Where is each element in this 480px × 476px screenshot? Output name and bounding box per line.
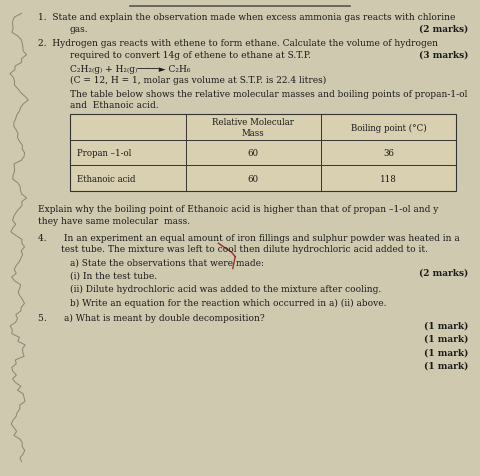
Text: C₂H₂₍ɡ₎ + H₂₍ɡ₎────► C₂H₆: C₂H₂₍ɡ₎ + H₂₍ɡ₎────► C₂H₆ [70, 65, 190, 74]
Text: 36: 36 [383, 149, 394, 158]
Text: (1 mark): (1 mark) [424, 321, 468, 330]
Text: (C = 12, H = 1, molar gas volume at S.T.P. is 22.4 litres): (C = 12, H = 1, molar gas volume at S.T.… [70, 76, 326, 85]
Text: Ethanoic acid: Ethanoic acid [77, 174, 135, 183]
Text: 4.      In an experiment an equal amount of iron fillings and sulphur powder was: 4. In an experiment an equal amount of i… [38, 233, 460, 242]
Text: they have same molecular  mass.: they have same molecular mass. [38, 216, 191, 225]
Text: 60: 60 [248, 174, 259, 183]
Text: The table below shows the relative molecular masses and boiling points of propan: The table below shows the relative molec… [70, 89, 467, 99]
Bar [70, 115, 456, 191]
Text: (1 mark): (1 mark) [424, 361, 468, 370]
Text: 60: 60 [248, 149, 259, 158]
Text: Boiling point (°C): Boiling point (°C) [350, 123, 426, 132]
Text: (3 marks): (3 marks) [419, 50, 468, 60]
Text: b) Write an equation for the reaction which occurred in a) (ii) above.: b) Write an equation for the reaction wh… [70, 298, 386, 307]
Text: 1.  State and explain the observation made when excess ammonia gas reacts with c: 1. State and explain the observation mad… [38, 13, 456, 22]
Text: (1 mark): (1 mark) [424, 334, 468, 343]
Text: a) State the observations that were made:: a) State the observations that were made… [70, 258, 264, 267]
Text: 2.  Hydrogen gas reacts with ethene to form ethane. Calculate the volume of hydr: 2. Hydrogen gas reacts with ethene to fo… [38, 39, 438, 48]
Text: (2 marks): (2 marks) [419, 25, 468, 34]
Text: (i) In the test tube.: (i) In the test tube. [70, 271, 157, 280]
Text: and  Ethanoic acid.: and Ethanoic acid. [70, 101, 158, 110]
Text: (ii) Dilute hydrochloric acid was added to the mixture after cooling.: (ii) Dilute hydrochloric acid was added … [70, 285, 381, 294]
Bar [70, 115, 456, 191]
Text: Propan –1-ol: Propan –1-ol [77, 149, 131, 158]
Text: (2 marks): (2 marks) [419, 268, 468, 277]
Text: gas.: gas. [70, 25, 88, 34]
Text: Relative Molecular
Mass: Relative Molecular Mass [212, 118, 294, 138]
Text: required to convert 14g of ethene to ethane at S.T.P.: required to convert 14g of ethene to eth… [70, 50, 311, 60]
Text: (1 mark): (1 mark) [424, 347, 468, 357]
Text: 118: 118 [380, 174, 397, 183]
Text: 5.      a) What is meant by double decomposition?: 5. a) What is meant by double decomposit… [38, 313, 265, 322]
Text: Explain why the boiling point of Ethanoic acid is higher than that of propan –1-: Explain why the boiling point of Ethanoi… [38, 205, 439, 214]
Text: test tube. The mixture was left to cool then dilute hydrochloric acid added to i: test tube. The mixture was left to cool … [38, 245, 428, 254]
